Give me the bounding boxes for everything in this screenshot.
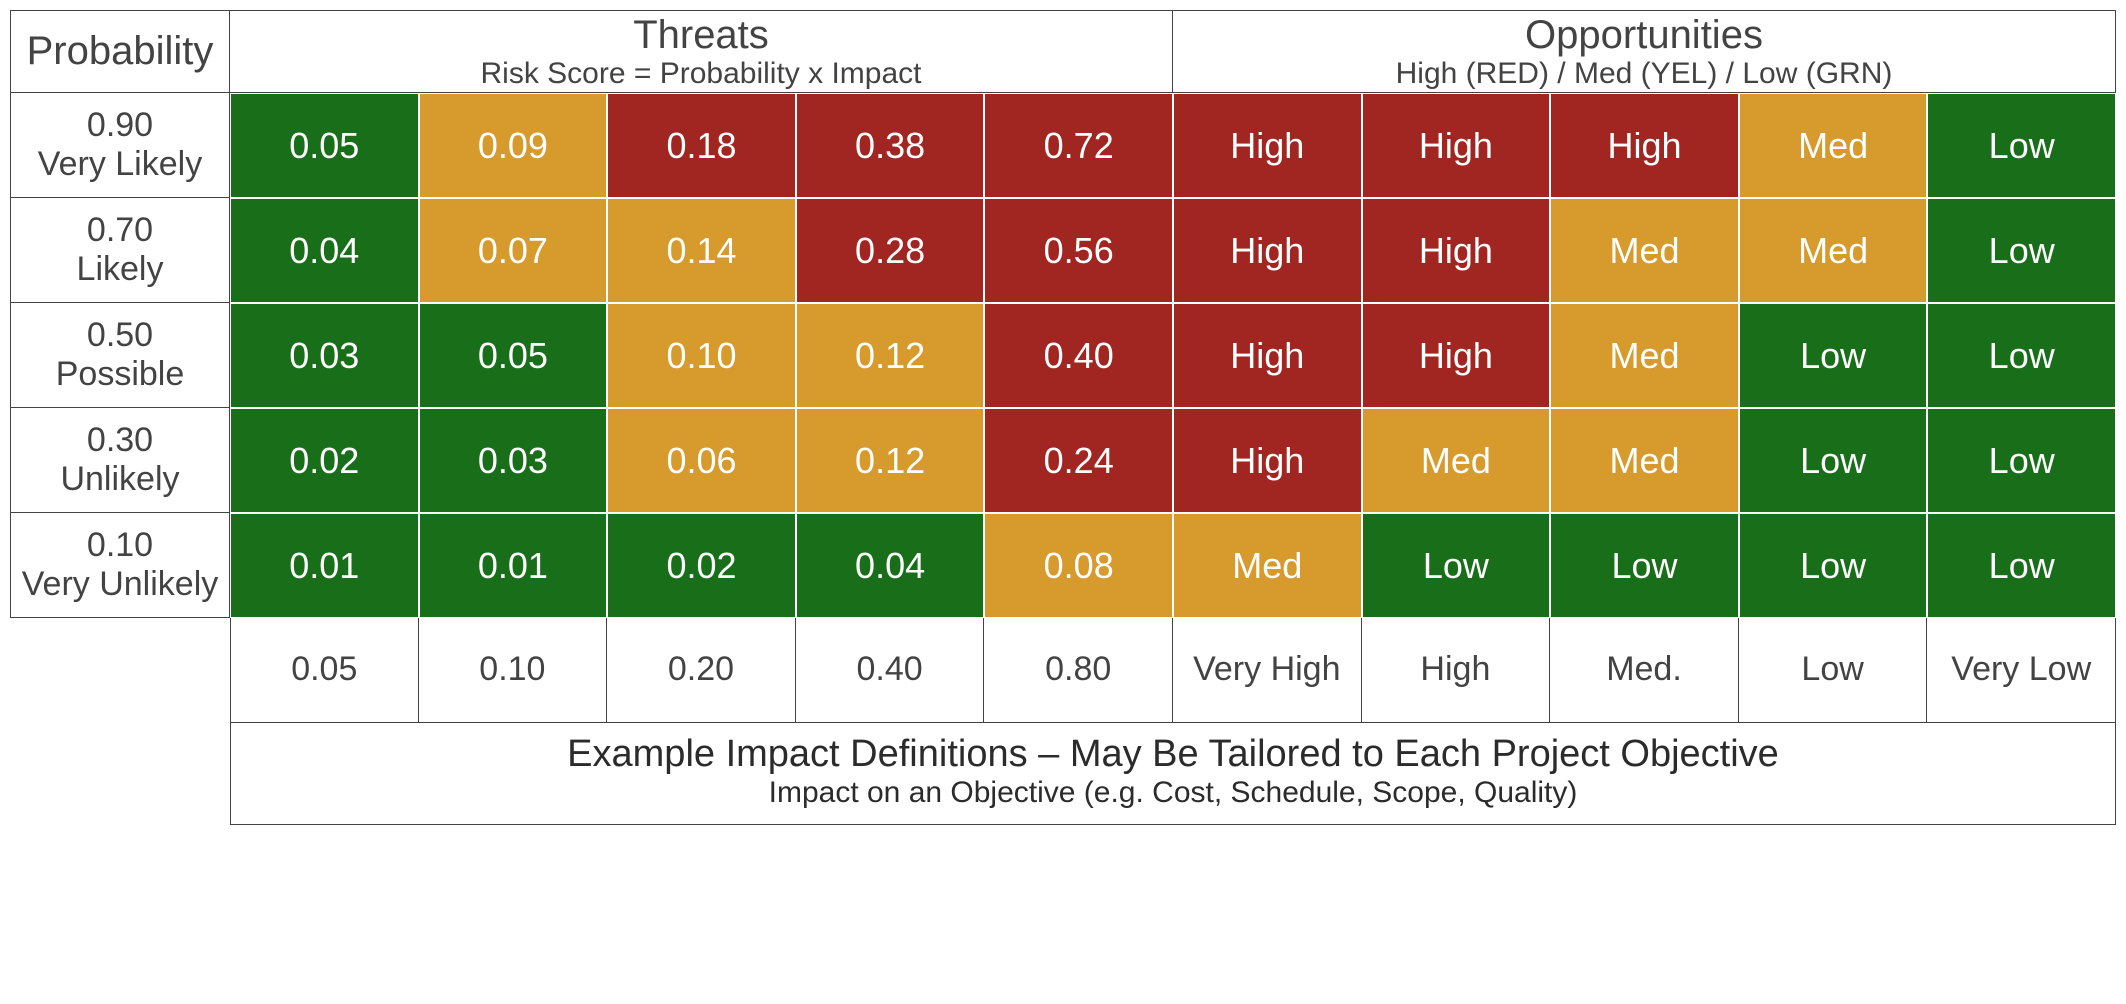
matrix-cell: High [1173,198,1362,303]
matrix-cell: 0.12 [796,408,985,513]
matrix-cell: Low [1927,408,2116,513]
matrix-cell: 0.28 [796,198,985,303]
matrix-cell: Med [1550,303,1739,408]
matrix-cell: 0.08 [984,513,1173,618]
impact-label: High [1362,618,1551,723]
probability-value: 0.10 [87,526,153,565]
matrix-cell: 0.18 [607,93,796,198]
probability-row-label: 0.70Likely [10,198,230,303]
impact-label: Low [1739,618,1928,723]
footer-line1: Example Impact Definitions – May Be Tail… [567,733,1779,776]
matrix-cell: Low [1927,93,2116,198]
matrix-cell: Low [1927,303,2116,408]
matrix-cell: High [1173,303,1362,408]
matrix-cell: 0.07 [419,198,608,303]
matrix-cell: Med [1739,198,1928,303]
matrix-cell: Low [1739,303,1928,408]
matrix-cell: Med [1173,513,1362,618]
impact-label: 0.05 [230,618,419,723]
matrix-cell: 0.01 [230,513,419,618]
matrix-cell: Low [1739,408,1928,513]
matrix-cell: Med [1550,198,1739,303]
matrix-cell: High [1173,93,1362,198]
probability-text: Unlikely [60,460,179,499]
header-probability-text: Probability [27,29,214,74]
matrix-cell: Low [1362,513,1551,618]
matrix-cell: Med [1739,93,1928,198]
matrix-cell: High [1550,93,1739,198]
matrix-cell: 0.09 [419,93,608,198]
probability-text: Possible [56,355,185,394]
matrix-cell: 0.03 [419,408,608,513]
matrix-cell: High [1362,198,1551,303]
impact-label: Very Low [1927,618,2116,723]
header-threats-sub: Risk Score = Probability x Impact [481,57,922,90]
matrix-cell: 0.04 [796,513,985,618]
matrix-cell: 0.24 [984,408,1173,513]
matrix-cell: 0.72 [984,93,1173,198]
probability-row-label: 0.10Very Unlikely [10,513,230,618]
impact-label: 0.20 [607,618,796,723]
impact-label: 0.10 [419,618,608,723]
matrix-cell: Low [1927,198,2116,303]
impact-label: 0.40 [796,618,985,723]
blank-cell [10,723,230,825]
header-threats: Threats Risk Score = Probability x Impac… [230,10,1173,93]
matrix-cell: 0.01 [419,513,608,618]
matrix-cell: High [1362,303,1551,408]
footer: Example Impact Definitions – May Be Tail… [230,723,2116,825]
matrix-cell: 0.04 [230,198,419,303]
matrix-cell: Med [1550,408,1739,513]
risk-matrix: Probability Threats Risk Score = Probabi… [10,10,2116,825]
matrix-cell: 0.02 [607,513,796,618]
header-opps-sub: High (RED) / Med (YEL) / Low (GRN) [1396,57,1893,90]
matrix-cell: Low [1927,513,2116,618]
impact-label: 0.80 [984,618,1173,723]
matrix-cell: Low [1739,513,1928,618]
matrix-cell: Low [1550,513,1739,618]
probability-row-label: 0.90Very Likely [10,93,230,198]
matrix-cell: 0.10 [607,303,796,408]
probability-value: 0.30 [87,421,153,460]
impact-label: Very High [1173,618,1362,723]
impact-label: Med. [1550,618,1739,723]
matrix-cell: 0.12 [796,303,985,408]
matrix-cell: 0.05 [230,93,419,198]
header-threats-title: Threats [633,13,769,57]
matrix-cell: 0.56 [984,198,1173,303]
header-probability: Probability [10,10,230,93]
matrix-cell: 0.05 [419,303,608,408]
header-opportunities: Opportunities High (RED) / Med (YEL) / L… [1173,10,2116,93]
probability-value: 0.70 [87,211,153,250]
probability-row-label: 0.50Possible [10,303,230,408]
probability-value: 0.90 [87,106,153,145]
matrix-cell: 0.02 [230,408,419,513]
probability-text: Very Unlikely [22,565,219,604]
probability-text: Very Likely [38,145,202,184]
probability-value: 0.50 [87,316,153,355]
matrix-cell: 0.40 [984,303,1173,408]
matrix-cell: 0.03 [230,303,419,408]
blank-cell [10,618,230,723]
matrix-cell: 0.14 [607,198,796,303]
matrix-cell: High [1362,93,1551,198]
matrix-cell: 0.38 [796,93,985,198]
footer-line2: Impact on an Objective (e.g. Cost, Sched… [769,776,1578,810]
probability-text: Likely [77,250,164,289]
matrix-cell: 0.06 [607,408,796,513]
header-opps-title: Opportunities [1525,13,1763,57]
probability-row-label: 0.30Unlikely [10,408,230,513]
matrix-cell: High [1173,408,1362,513]
matrix-cell: Med [1362,408,1551,513]
